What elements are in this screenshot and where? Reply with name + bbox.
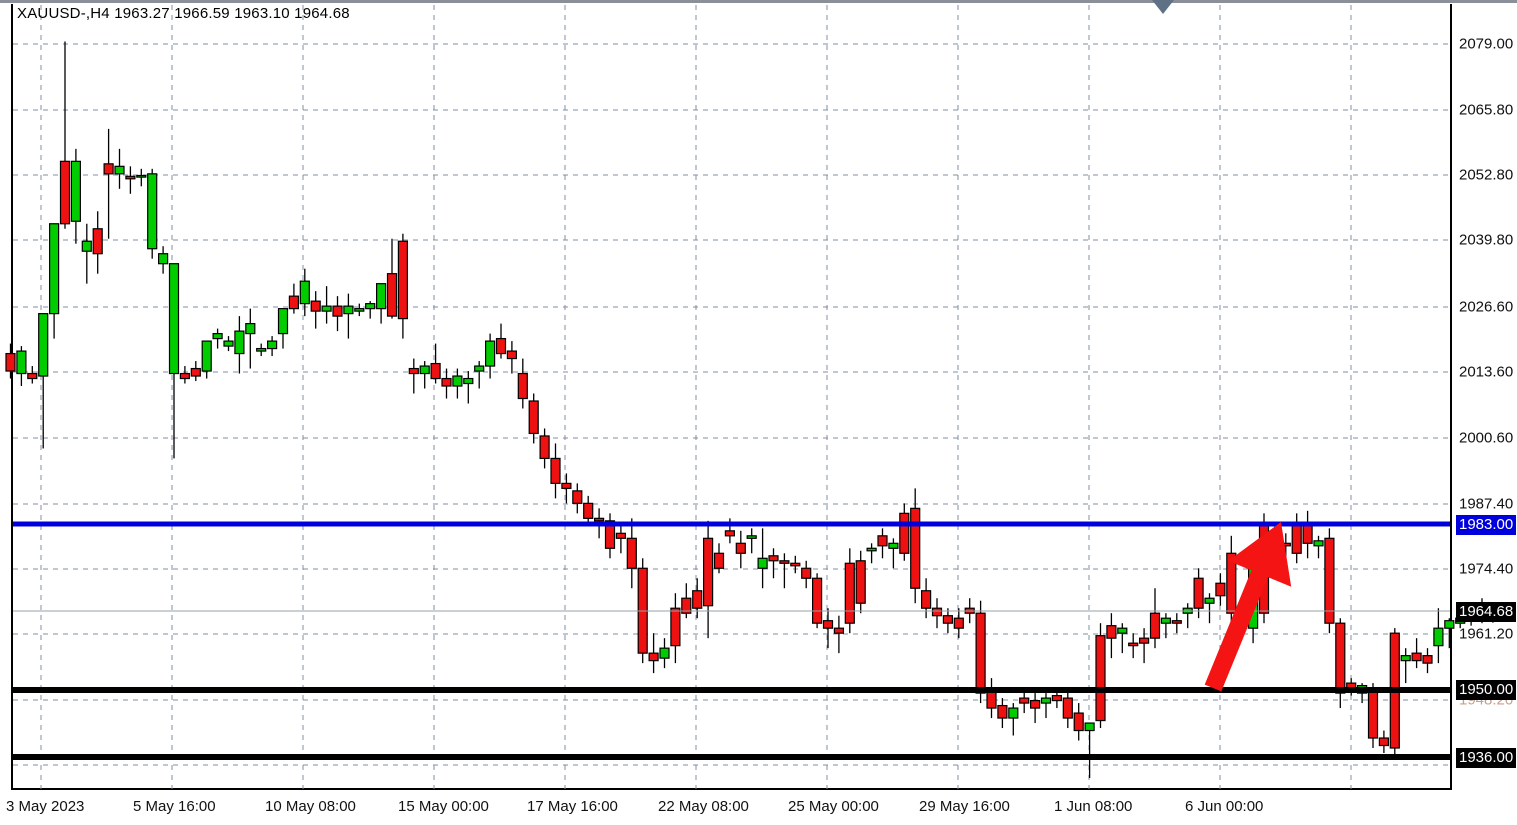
price-axis-label-2000-60: 2000.60 bbox=[1459, 429, 1514, 447]
time-axis-label-0: 3 May 2023 bbox=[6, 798, 85, 815]
time-axis-label-7: 29 May 16:00 bbox=[919, 798, 1010, 815]
time-axis-label-6: 25 May 00:00 bbox=[788, 798, 879, 815]
price-level-lines[interactable] bbox=[13, 521, 1450, 760]
time-axis-label-2: 10 May 08:00 bbox=[265, 798, 356, 815]
price-axis-label-2026-60: 2026.60 bbox=[1459, 298, 1514, 316]
price-axis-label-2039-80: 2039.80 bbox=[1459, 231, 1514, 249]
price-axis-label-1974-40: 1974.40 bbox=[1459, 560, 1514, 578]
price-axis-label-2013-60: 2013.60 bbox=[1459, 363, 1514, 381]
price-axis-label-1950-00[interactable]: 1950.00 bbox=[1456, 680, 1517, 700]
time-axis-label-8: 1 Jun 08:00 bbox=[1054, 798, 1133, 815]
time-axis-label-4: 17 May 16:00 bbox=[527, 798, 618, 815]
chart-plot-frame bbox=[11, 4, 1452, 790]
price-axis-label-2065-80: 2065.80 bbox=[1459, 101, 1514, 119]
price-axis-label-1987-40: 1987.40 bbox=[1459, 495, 1514, 513]
annotation-layer[interactable] bbox=[1152, 0, 1292, 692]
price-axis-label-2079-00: 2079.00 bbox=[1459, 35, 1514, 53]
chart-ohlc-header: XAUUSD-,H4 1963.27 1966.59 1963.10 1964.… bbox=[17, 5, 350, 22]
time-axis-label-1: 5 May 16:00 bbox=[133, 798, 216, 815]
price-axis-label-2052-80: 2052.80 bbox=[1459, 166, 1514, 184]
price-axis-label-1983-00[interactable]: 1983.00 bbox=[1456, 515, 1517, 535]
time-axis-label-5: 22 May 08:00 bbox=[658, 798, 749, 815]
price-axis-label-1961-20: 1961.20 bbox=[1459, 625, 1514, 643]
grid-layer bbox=[13, 5, 1450, 789]
window-top-rule bbox=[0, 0, 1517, 3]
candlestick-series bbox=[5, 41, 1499, 778]
time-axis-label-3: 15 May 00:00 bbox=[398, 798, 489, 815]
price-axis-label-1936-00[interactable]: 1936.00 bbox=[1456, 748, 1517, 768]
time-axis-label-9: 6 Jun 00:00 bbox=[1185, 798, 1264, 815]
price-axis-label-1964-68[interactable]: 1964.68 bbox=[1456, 602, 1517, 622]
